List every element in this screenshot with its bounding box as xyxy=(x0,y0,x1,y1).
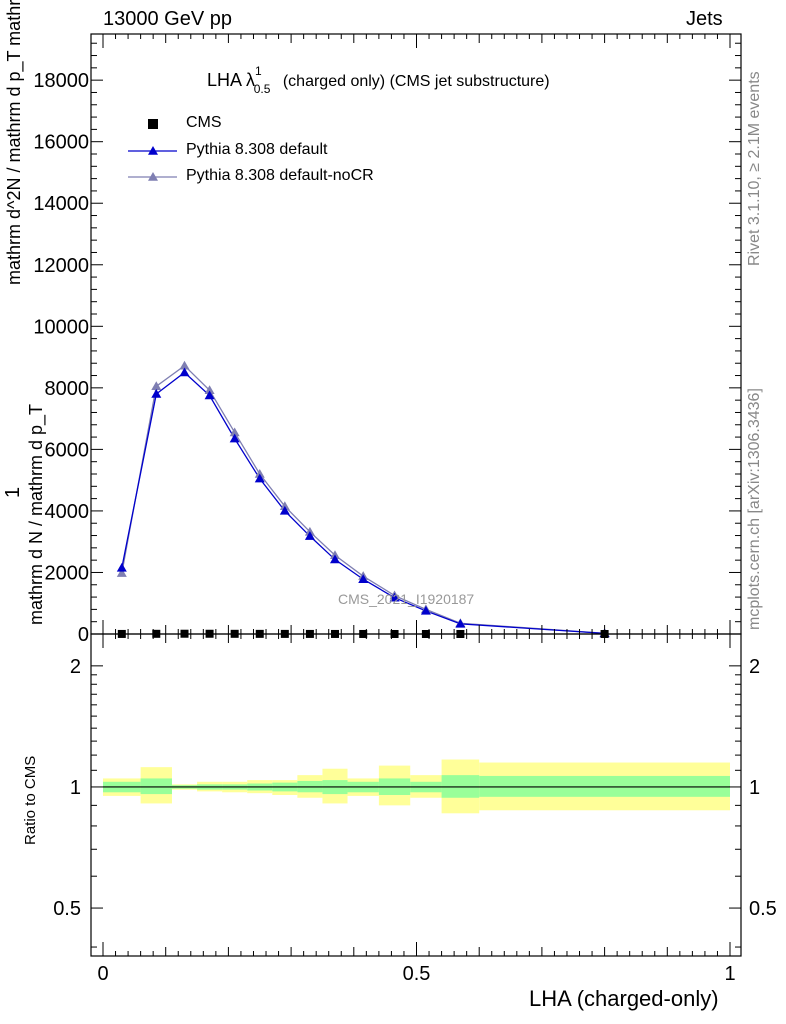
main-panel-bg xyxy=(91,34,741,634)
point-pythia-default xyxy=(358,574,369,583)
main-y-tick-label: 16000 xyxy=(33,132,89,154)
point-pythia-default xyxy=(254,473,265,483)
ratio-x-tick-label: 0 xyxy=(97,963,108,985)
point-pythia-nocr xyxy=(116,568,127,577)
main-y-tick-label: 12000 xyxy=(33,255,89,277)
main-y-tick-label: 8000 xyxy=(45,378,90,400)
analysis-watermark: CMS_2021_I1920187 xyxy=(338,591,475,607)
main-series-lines xyxy=(121,364,605,635)
main-y-tick-label: 6000 xyxy=(45,439,90,461)
main-y-tick-label: 0 xyxy=(78,624,89,646)
main-y-tick-label: 2000 xyxy=(45,562,90,584)
y-axis-label-upper: mathrm d^2N / mathrm d p_T mathrm d lamb… xyxy=(4,0,24,285)
plot-title-main: LHA λ xyxy=(207,70,256,90)
plot-title-sup: 1 xyxy=(255,64,262,78)
point-pythia-default xyxy=(116,562,127,572)
x-axis-label: LHA (charged-only) xyxy=(529,986,719,1011)
rivet-version-label: Rivet 3.1.10, ≥ 2.1M events xyxy=(746,71,763,266)
point-pythia-default xyxy=(329,554,340,564)
header-jets: Jets xyxy=(686,8,723,30)
point-pythia-default xyxy=(389,592,400,602)
legend-mark-cms xyxy=(148,119,158,129)
point-pythia-default xyxy=(151,389,162,398)
ratio-y-tick-label-left: 2 xyxy=(70,656,81,678)
main-y-tick-label: 18000 xyxy=(33,70,89,92)
point-pythia-nocr xyxy=(279,501,290,511)
ratio-band-inner xyxy=(140,778,172,795)
legend-mark-pythia-default xyxy=(148,146,158,155)
axis-ticks xyxy=(91,34,741,956)
point-pythia-default xyxy=(204,390,215,400)
point-pythia-default xyxy=(304,531,315,540)
plot-title-rest: (charged only) (CMS jet substructure) xyxy=(278,73,550,90)
y-axis-label-lower: mathrm d N / mathrm d p_T xyxy=(26,403,46,625)
point-pythia-nocr xyxy=(151,381,162,391)
plot-title-sub: 0.5 xyxy=(253,81,271,96)
legend-label-pythia-nocr: Pythia 8.308 default-noCR xyxy=(186,167,374,184)
ratio-y-tick-label-left: 0.5 xyxy=(53,898,81,920)
axis-tick-labels: 0 2000 4000 6000 8000 10000 12000 14000 16000 180… xyxy=(33,70,776,985)
ratio-x-tick-label: 1 xyxy=(724,963,735,985)
legend-mark-pythia-nocr xyxy=(148,172,158,181)
y-axis-label-one: 1 xyxy=(2,486,24,498)
point-pythia-default xyxy=(455,618,466,628)
point-pythia-default xyxy=(179,367,190,377)
ratio-x-tick-label: 0.5 xyxy=(403,963,431,985)
series-line-pythia-nocr xyxy=(121,364,605,634)
plot-title: LHA λ1 0.5 (charged only) (CMS jet substr… xyxy=(207,64,550,96)
main-y-tick-label: 4000 xyxy=(45,501,90,523)
main-y-tick-label: 14000 xyxy=(33,193,89,215)
point-pythia-default xyxy=(420,605,431,615)
legend-label-pythia-default: Pythia 8.308 default xyxy=(186,141,328,158)
point-pythia-default xyxy=(279,505,290,515)
mcplots-label: mcplots.cern.ch [arXiv:1306.3436] xyxy=(746,388,763,630)
legend-label-cms: CMS xyxy=(186,114,222,131)
ratio-y-tick-label-right: 1 xyxy=(749,777,760,799)
point-pythia-nocr xyxy=(204,385,215,395)
ratio-y-axis-label: Ratio to CMS xyxy=(22,755,39,845)
point-pythia-nocr xyxy=(179,360,190,370)
legend-marks xyxy=(128,119,177,181)
header-energy: 13000 GeV pp xyxy=(103,8,232,30)
ratio-y-tick-label-left: 1 xyxy=(70,777,81,799)
main-y-tick-label: 10000 xyxy=(33,316,89,338)
ratio-y-tick-label-right: 0.5 xyxy=(749,898,777,920)
main-panel xyxy=(91,34,741,634)
point-pythia-nocr xyxy=(229,427,240,437)
point-pythia-nocr xyxy=(254,469,265,478)
series-line-pythia-default xyxy=(121,371,605,635)
point-pythia-default xyxy=(229,433,240,443)
ratio-y-tick-label-right: 2 xyxy=(749,656,760,678)
